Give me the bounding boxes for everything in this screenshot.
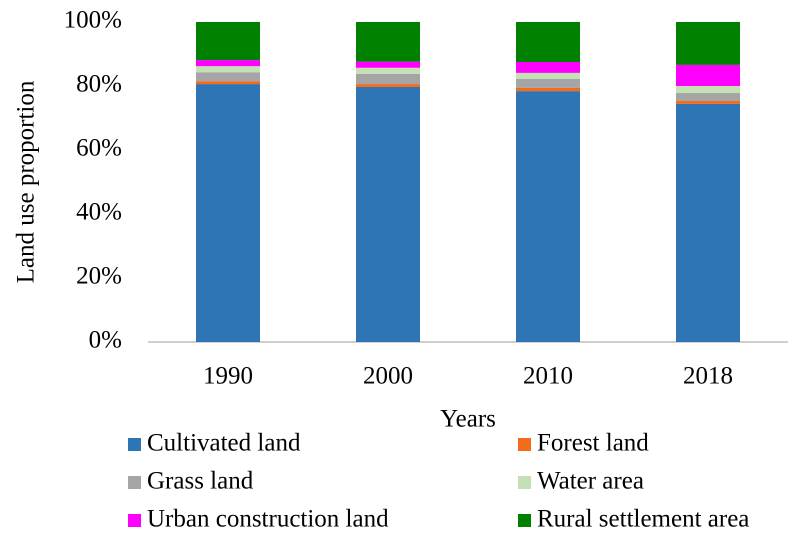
legend-swatch [518, 438, 531, 451]
bar-segment [676, 64, 740, 86]
x-tick-label: 2010 [523, 363, 573, 390]
legend-label: Cultivated land [147, 430, 301, 457]
y-tick-label: 80% [76, 71, 122, 98]
bar-segment [356, 61, 420, 68]
legend-swatch [518, 476, 531, 489]
legend-label: Urban construction land [147, 506, 389, 533]
x-tick-label: 2018 [683, 363, 733, 390]
y-tick-label: 20% [76, 263, 122, 290]
bar-segment [676, 101, 740, 104]
bar-segment [196, 60, 260, 67]
bar-segment [356, 84, 420, 87]
bar-segment [676, 103, 740, 342]
bar-segment [516, 62, 580, 73]
bar-segment [676, 93, 740, 102]
x-tick-label: 2000 [363, 363, 413, 390]
bar-segment [516, 78, 580, 88]
legend-swatch [128, 476, 141, 489]
bar-segment [676, 22, 740, 65]
legend-label: Rural settlement area [537, 506, 749, 533]
y-tick-label: 0% [89, 327, 122, 354]
bar-segment [356, 22, 420, 62]
bar-segment [196, 84, 260, 342]
bar-segment [196, 22, 260, 61]
y-tick-label: 60% [76, 135, 122, 162]
bar-segment [196, 66, 260, 73]
y-tick-label: 40% [76, 199, 122, 226]
bar-segment [676, 86, 740, 94]
bar-segment [356, 73, 420, 85]
bar-segment [356, 86, 420, 343]
legend-swatch [128, 438, 141, 451]
legend-label: Grass land [147, 468, 254, 495]
bar-segment [516, 22, 580, 62]
y-tick-label: 100% [64, 7, 122, 34]
bar-segment [196, 81, 260, 85]
legend-swatch [128, 514, 141, 527]
bar-segment [516, 87, 580, 92]
bar-segment [356, 67, 420, 74]
bar-segment [516, 91, 580, 343]
x-axis-title: Years [440, 406, 496, 433]
bar-segment [516, 72, 580, 79]
legend-label: Forest land [537, 430, 649, 457]
y-axis-title: Land use proportion [13, 80, 40, 283]
legend-swatch [518, 514, 531, 527]
legend-label: Water area [537, 468, 644, 495]
bar-segment [196, 72, 260, 82]
x-tick-label: 1990 [203, 363, 253, 390]
